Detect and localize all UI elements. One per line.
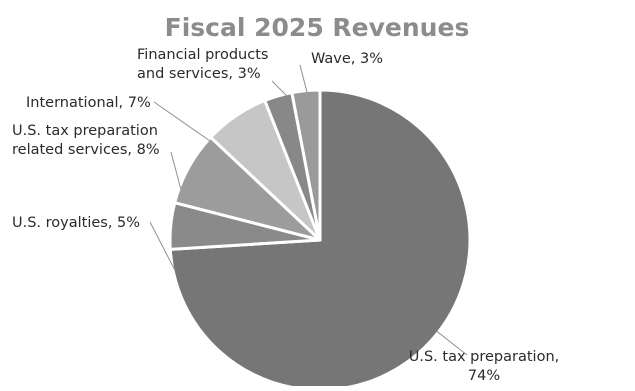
slice-label-line: Financial products bbox=[137, 47, 268, 63]
slice-label-line: U.S. royalties, 5% bbox=[12, 215, 140, 231]
slice-label: U.S. tax preparation, 74% bbox=[409, 349, 560, 384]
leader-lines bbox=[149, 64, 468, 356]
slice-label: U.S. royalties, 5% bbox=[12, 215, 140, 231]
slice-labels: U.S. tax preparation, 74% U.S. royalties, … bbox=[12, 47, 559, 384]
slice-label-line: Wave, 3% bbox=[311, 51, 383, 67]
leader-line bbox=[299, 64, 308, 93]
leader-line bbox=[271, 80, 288, 97]
leader-line bbox=[170, 151, 182, 190]
slice-label: International, 7% bbox=[26, 95, 151, 111]
slice-label-line: International, 7% bbox=[26, 95, 151, 111]
slice-label-line: U.S. tax preparation bbox=[12, 123, 158, 139]
slice-label: Financial products and services, 3% bbox=[137, 47, 268, 82]
pie-slice-wave bbox=[290, 88, 322, 242]
leader-line bbox=[436, 330, 468, 356]
slice-label: Wave, 3% bbox=[311, 51, 383, 67]
slice-label-line: related services, 8% bbox=[12, 142, 160, 158]
chart-title: Fiscal 2025 Revenues bbox=[165, 13, 470, 42]
leader-line bbox=[153, 101, 211, 142]
slice-label-line: and services, 3% bbox=[137, 66, 261, 82]
slice-label-line: 74% bbox=[468, 368, 500, 384]
leader-line bbox=[149, 221, 176, 272]
slice-label: U.S. tax preparation related services, 8% bbox=[12, 123, 160, 158]
slice-label-line: U.S. tax preparation, bbox=[409, 349, 560, 365]
pie-slices bbox=[168, 88, 472, 391]
